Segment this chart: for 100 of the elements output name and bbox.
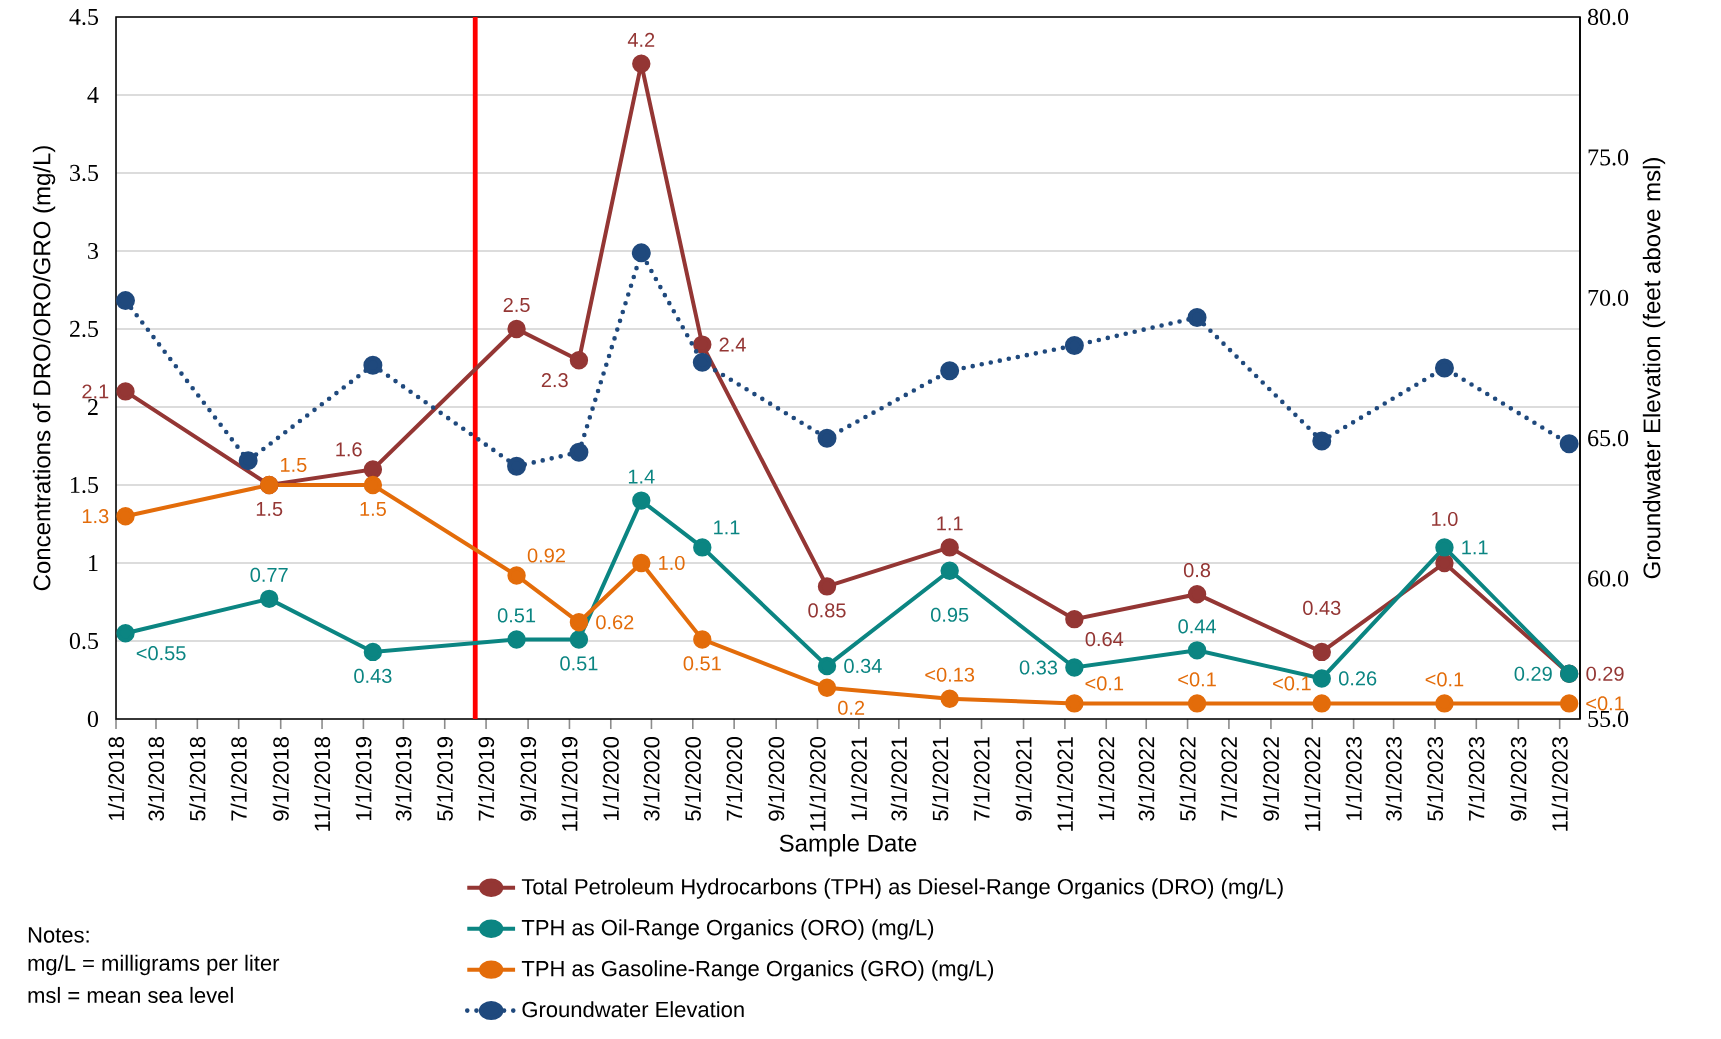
y2-tick-label: 55.0 xyxy=(1588,710,1629,728)
data-label: <0.1 xyxy=(1586,696,1624,711)
x-tick-label: 1/1/2023 xyxy=(1345,737,1362,821)
data-label: 0.8 xyxy=(1183,563,1211,578)
x-tick-label: 9/1/2023 xyxy=(1510,737,1527,821)
x-tick-label: 9/1/2019 xyxy=(520,737,537,821)
y2-tick-label: 75.0 xyxy=(1588,149,1629,166)
x-tick-label: 5/1/2022 xyxy=(1179,737,1196,821)
data-label: 0.34 xyxy=(844,658,882,674)
text: mg/L = milligrams per liter xyxy=(28,954,280,976)
data-label: 0.29 xyxy=(1514,666,1552,681)
x-tick-label: 5/1/2021 xyxy=(932,737,949,821)
y-tick-label: 3 xyxy=(88,242,99,260)
text: Notes: xyxy=(28,927,89,943)
x-tick-label: 11/1/2021 xyxy=(1056,737,1073,831)
legend-label: TPH as Oil-Range Organics (ORO) (mg/L) xyxy=(521,919,934,940)
x-tick-label: 9/1/2022 xyxy=(1262,737,1280,821)
data-label: 0.51 xyxy=(497,608,536,623)
data-label: 0.51 xyxy=(683,656,721,671)
x-tick-label: 3/1/2023 xyxy=(1385,737,1402,821)
data-label: 1.4 xyxy=(628,469,655,484)
data-label: 0.95 xyxy=(930,607,969,622)
x-tick-label: 1/1/2018 xyxy=(107,737,125,821)
data-label: 0.43 xyxy=(1303,600,1341,615)
data-label: <0.1 xyxy=(1085,676,1124,691)
x-tick-label: 11/1/2023 xyxy=(1551,737,1568,831)
x-tick-label: 7/1/2018 xyxy=(230,737,247,821)
data-label: 0.92 xyxy=(527,548,565,563)
x-tick-label: 9/1/2018 xyxy=(272,737,289,821)
data-label: 1.0 xyxy=(659,555,685,571)
x-tick-label: 5/1/2020 xyxy=(684,736,701,821)
data-label: 1.1 xyxy=(937,516,963,531)
x-tick-label: 5/1/2019 xyxy=(436,737,453,821)
y2-axis-title: Groundwater Elevation (feet above msl) xyxy=(1642,158,1666,579)
x-tick-label: 3/1/2020 xyxy=(643,736,660,821)
x-tick-label: 3/1/2018 xyxy=(147,737,165,821)
x-tick-label: 7/1/2022 xyxy=(1220,737,1237,821)
data-label: 0.64 xyxy=(1085,632,1124,647)
y-tick-label: 2.5 xyxy=(70,320,99,338)
x-axis-title: Sample Date xyxy=(779,834,917,857)
x-tick-label: 1/1/2019 xyxy=(355,737,372,821)
data-label: 0.62 xyxy=(596,615,634,630)
legend-label: Groundwater Elevation xyxy=(522,1001,744,1018)
data-label: 1.5 xyxy=(256,502,283,516)
legend-label: TPH as Gasoline-Range Organics (GRO) (mg/L) xyxy=(521,960,994,981)
x-tick-label: 9/1/2020 xyxy=(768,736,785,821)
data-label: 0.33 xyxy=(1019,660,1058,675)
data-label: 0.2 xyxy=(838,700,865,715)
x-tick-label: 3/1/2022 xyxy=(1138,737,1155,821)
data-label: 1.0 xyxy=(1432,511,1458,527)
text: msl = mean sea level xyxy=(28,986,233,1004)
y-tick-label: 4.5 xyxy=(69,8,99,26)
data-label: 0.51 xyxy=(560,656,598,671)
data-label: 1.6 xyxy=(336,442,362,457)
data-label: 0.44 xyxy=(1178,619,1216,634)
data-label: 2.1 xyxy=(82,384,109,399)
x-tick-label: 5/1/2018 xyxy=(189,737,206,821)
data-label: 1.1 xyxy=(714,520,740,535)
y-tick-label: 2 xyxy=(88,399,98,415)
data-label: 0.77 xyxy=(250,567,288,582)
data-label: <0.55 xyxy=(136,646,186,661)
x-tick-label: 11/1/2020 xyxy=(809,736,826,831)
y-tick-label: 1 xyxy=(89,555,98,571)
data-label: 0.29 xyxy=(1586,666,1624,681)
data-label: <0.1 xyxy=(1425,672,1464,687)
y-tick-label: 0 xyxy=(87,710,99,728)
x-tick-label: 7/1/2020 xyxy=(726,736,743,821)
data-label: 1.3 xyxy=(82,509,109,524)
y-tick-label: 3.5 xyxy=(70,164,99,182)
y-axis-title: Concentrations of DRO/ORO/GRO (mg/L) xyxy=(32,146,56,591)
x-tick-label: 7/1/2021 xyxy=(973,737,990,821)
x-tick-label: 11/1/2018 xyxy=(313,737,331,831)
x-tick-label: 11/1/2022 xyxy=(1304,737,1321,831)
x-tick-label: 7/1/2023 xyxy=(1468,737,1485,821)
data-label: 2.5 xyxy=(503,297,530,313)
y2-tick-label: 80.0 xyxy=(1587,8,1629,26)
x-tick-label: 1/1/2022 xyxy=(1098,737,1115,821)
data-label: 1.1 xyxy=(1462,540,1488,555)
data-label: 2.3 xyxy=(541,373,568,388)
data-label: 0.85 xyxy=(808,603,846,618)
x-tick-label: 3/1/2021 xyxy=(890,737,907,821)
data-label: 2.4 xyxy=(719,337,746,352)
x-tick-label: 1/1/2020 xyxy=(602,736,619,821)
x-tick-label: 11/1/2019 xyxy=(561,737,578,831)
y2-tick-label: 60.0 xyxy=(1588,570,1629,587)
data-label: 0.43 xyxy=(354,668,392,683)
x-tick-label: 3/1/2019 xyxy=(395,737,412,821)
data-label: 0.26 xyxy=(1338,671,1377,686)
data-label: 1.5 xyxy=(360,502,386,516)
x-tick-label: 9/1/2021 xyxy=(1015,737,1032,821)
y-tick-label: 1.5 xyxy=(71,476,99,494)
x-tick-label: 1/1/2021 xyxy=(850,737,867,821)
y2-tick-label: 65.0 xyxy=(1588,430,1629,447)
y-tick-label: 4 xyxy=(87,87,99,103)
data-label: <0.1 xyxy=(1273,676,1311,691)
x-tick-label: 7/1/2019 xyxy=(478,737,495,821)
x-tick-label: 5/1/2023 xyxy=(1426,737,1444,821)
data-label: 1.5 xyxy=(281,458,307,472)
data-label: 4.2 xyxy=(627,32,655,47)
y2-tick-label: 70.0 xyxy=(1588,289,1629,306)
